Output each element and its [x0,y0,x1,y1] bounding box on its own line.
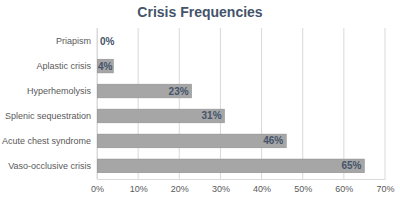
x-axis: 0% 10% 20% 30% 40% 50% 60% 70% [91,179,395,194]
grid-line [220,28,221,179]
data-label: 31% [202,110,222,121]
x-tick: 20% [171,179,189,194]
y-axis-line [97,29,98,180]
y-tick: Priapism [56,36,97,46]
data-labels: 0% 4% 23% 31% 46% 65% [98,36,362,172]
x-tick: 50% [294,179,312,194]
y-tick: Aplastic crisis [36,61,97,71]
category-label: Acute chest syndrome [2,136,91,146]
y-tick: Acute chest syndrome [2,136,97,146]
grid-line [97,28,98,179]
category-label: Aplastic crisis [36,61,91,71]
grid-line [138,28,139,179]
x-tick: 30% [212,179,230,194]
grid-line [261,28,262,179]
category-label: Vaso-occlusive crisis [8,161,91,171]
x-tick-label: 30% [212,184,230,194]
grid-line [343,28,344,179]
bar [97,134,286,148]
x-tick-label: 10% [130,184,148,194]
x-tick-label: 0% [91,184,104,194]
data-label: 0% [100,36,115,47]
x-tick-label: 40% [253,184,271,194]
bars [97,59,364,173]
bar [97,109,225,123]
data-label: 23% [169,86,189,97]
x-axis-line [98,179,386,180]
category-label: Priapism [56,36,91,46]
y-tick: Splenic sequestration [5,111,97,121]
y-tick: Hyperhemolysis [27,86,97,96]
bar [97,34,98,48]
data-label: 4% [98,61,113,72]
chart: Crisis Frequencies 0% 10% 20% 30% 40% 50% 60% 70… [0,0,400,201]
x-tick-label: 60% [335,184,353,194]
x-tick-label: 50% [294,184,312,194]
bar [97,59,113,73]
category-label: Hyperhemolysis [27,86,92,96]
x-tick: 60% [335,179,353,194]
data-label: 65% [341,160,361,171]
x-tick: 40% [253,179,271,194]
grid-line [385,28,386,179]
grid-line [302,28,303,179]
plot: 0% 10% 20% 30% 40% 50% 60% 70% Priapism Aplastic … [2,28,395,194]
x-tick: 0% [91,179,104,194]
title: Crisis Frequencies [137,4,262,20]
bar [97,84,192,98]
grid [97,28,385,179]
y-tick: Vaso-occlusive crisis [8,161,97,171]
x-tick-label: 70% [376,184,394,194]
grid-line [179,28,180,179]
data-label: 46% [263,135,283,146]
x-tick-label: 20% [171,184,189,194]
y-axis: Priapism Aplastic crisis Hyperhemolysis Spl… [2,29,98,180]
x-tick: 70% [376,179,394,194]
bar [97,159,364,173]
category-label: Splenic sequestration [5,111,91,121]
x-tick: 10% [130,179,148,194]
